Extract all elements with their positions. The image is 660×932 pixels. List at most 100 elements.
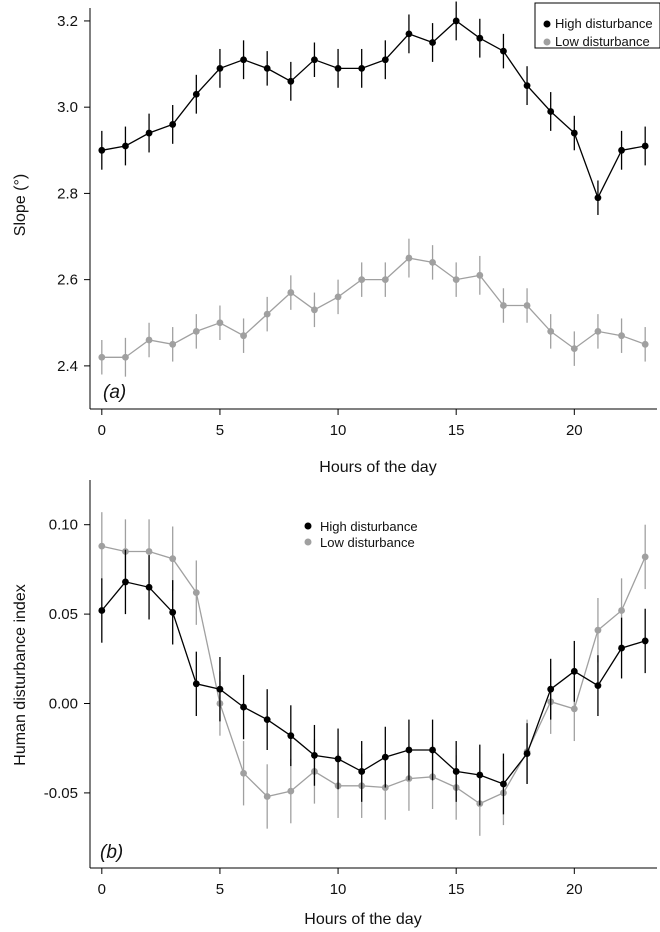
panel-a-data-point — [216, 64, 224, 72]
panel-b-data-point — [311, 751, 318, 759]
panel-b-data-point — [500, 780, 507, 788]
panel-a-legend-box — [534, 2, 660, 49]
panel-b-x-tick-label: 5 — [216, 881, 224, 898]
panel-b-y-tick-label: 0.10 — [49, 517, 78, 534]
panel-a-data-point — [311, 56, 318, 64]
panel-b-data-point — [594, 682, 602, 690]
panel-b-data-point — [122, 578, 129, 586]
panel-b-data-point — [476, 771, 484, 779]
panel-a-data-point — [263, 64, 271, 72]
panel-a-data-point — [570, 345, 578, 353]
panel-b-data-point — [169, 608, 177, 616]
panel-b-legend-label-high: High disturbance — [320, 519, 418, 534]
panel-a-data-point — [287, 77, 295, 85]
panel-b-data-point — [216, 685, 224, 693]
panel-b-data-point — [240, 703, 247, 711]
panel-a-y-tick-label: 2.4 — [57, 358, 78, 375]
panel-b: 0 5 10 15 20 -0.05 0.00 0.05 0.10 (b) Hours of t… — [12, 480, 657, 928]
panel-b-data-point — [381, 753, 389, 761]
panel-a-y-axis-label: Slope (°) — [12, 174, 29, 236]
panel-a-data-point — [145, 129, 153, 137]
panel-b-x-tick-label: 20 — [566, 881, 583, 898]
panel-a-data-point — [641, 340, 649, 348]
panel-b-data-point — [145, 583, 153, 591]
panel-a-data-point — [594, 194, 602, 202]
panel-a-series-line — [101, 20, 646, 200]
panel-b-data-point — [98, 607, 106, 614]
panel-a-data-point — [240, 332, 247, 340]
panel-a-data-point — [192, 90, 200, 98]
panel-a-y-tick-label: 2.8 — [57, 185, 78, 202]
panel-b-series-line — [101, 581, 646, 785]
panel-b-data-point — [594, 626, 602, 634]
panel-a-data-point — [169, 121, 177, 128]
panel-a-data-point — [429, 258, 436, 266]
panel-a-data-point — [169, 340, 177, 348]
panel-b-label: (b) — [100, 842, 123, 863]
panel-a-y-tick-label: 2.6 — [57, 272, 78, 289]
panel-a-data-point — [476, 271, 484, 279]
panel-a-legend-label-low: Low disturbance — [555, 34, 650, 49]
panel-a-data-point — [523, 82, 531, 90]
panel-b-data-point — [145, 548, 153, 555]
panel-a-series-high — [98, 1, 649, 215]
panel-b-data-point — [547, 685, 555, 693]
panel-a-data-point — [570, 129, 578, 137]
panel-b-data-point — [358, 768, 366, 775]
panel-a-data-point — [500, 302, 507, 309]
panel-b-series-low — [98, 512, 649, 836]
panel-a-y-tick-label: 3.2 — [57, 13, 78, 30]
panel-a-data-point — [381, 276, 389, 284]
panel-a-series-low — [98, 238, 649, 377]
panel-b-data-point — [429, 746, 436, 754]
panel-a-y-tick-label: 3.0 — [57, 99, 78, 116]
panel-b-data-point — [523, 750, 531, 757]
panel-a-data-point — [98, 353, 106, 361]
panel-b-data-point — [618, 644, 625, 652]
panel-a-data-point — [122, 142, 129, 150]
panel-a-x-tick-label: 10 — [330, 422, 347, 439]
panel-b-data-point — [570, 705, 578, 713]
panel-b-x-axis-label: Hours of the day — [304, 911, 421, 928]
panel-b-x-tick-label: 15 — [448, 881, 465, 898]
panel-a: 0 5 10 15 20 2.4 2.6 2.8 3.0 3.2 (a) Hours of the… — [12, 1, 660, 476]
panel-a-data-point — [452, 17, 460, 25]
panel-a-series — [98, 1, 649, 377]
panel-b-axes: 0 5 10 15 20 -0.05 0.00 0.05 0.10 — [44, 480, 657, 898]
panel-b-legend-marker-low — [304, 538, 312, 546]
panel-a-data-point — [216, 319, 224, 327]
panel-a-data-point — [122, 353, 129, 361]
panel-b-data-point — [192, 589, 200, 597]
panel-a-data-point — [641, 142, 649, 150]
panel-a-data-point — [334, 293, 342, 301]
panel-b-data-point — [192, 680, 200, 688]
panel-a-x-tick-label: 5 — [216, 422, 224, 439]
panel-b-data-point — [263, 716, 271, 723]
panel-a-data-point — [358, 276, 366, 284]
panel-b-data-point — [452, 768, 460, 775]
panel-a-data-point — [145, 336, 153, 344]
panel-a-data-point — [547, 108, 555, 115]
panel-b-y-tick-label: 0.05 — [49, 606, 78, 623]
panel-b-legend: High disturbance Low disturbance — [304, 519, 418, 550]
panel-b-data-point — [287, 732, 295, 740]
panel-a-legend-marker-low — [543, 38, 551, 46]
panel-b-data-point — [641, 637, 649, 645]
panel-a-data-point — [263, 310, 271, 318]
panel-a-series-line — [101, 257, 646, 358]
panel-a-data-point — [287, 289, 295, 296]
panel-a-legend-marker-high — [543, 20, 551, 28]
panel-a-data-point — [240, 56, 247, 64]
panel-b-data-point — [618, 607, 625, 614]
panel-a-data-point — [358, 64, 366, 72]
panel-b-data-point — [169, 555, 177, 563]
panel-a-x-tick-label: 0 — [98, 422, 106, 439]
panel-b-y-axis-label: Human disturbance index — [12, 584, 29, 765]
panel-b-data-point — [334, 755, 342, 763]
panel-a-data-point — [429, 39, 436, 46]
panel-b-series — [98, 512, 649, 836]
panel-a-data-point — [476, 34, 484, 42]
panel-a-data-point — [594, 327, 602, 335]
panel-a-data-point — [192, 327, 200, 335]
